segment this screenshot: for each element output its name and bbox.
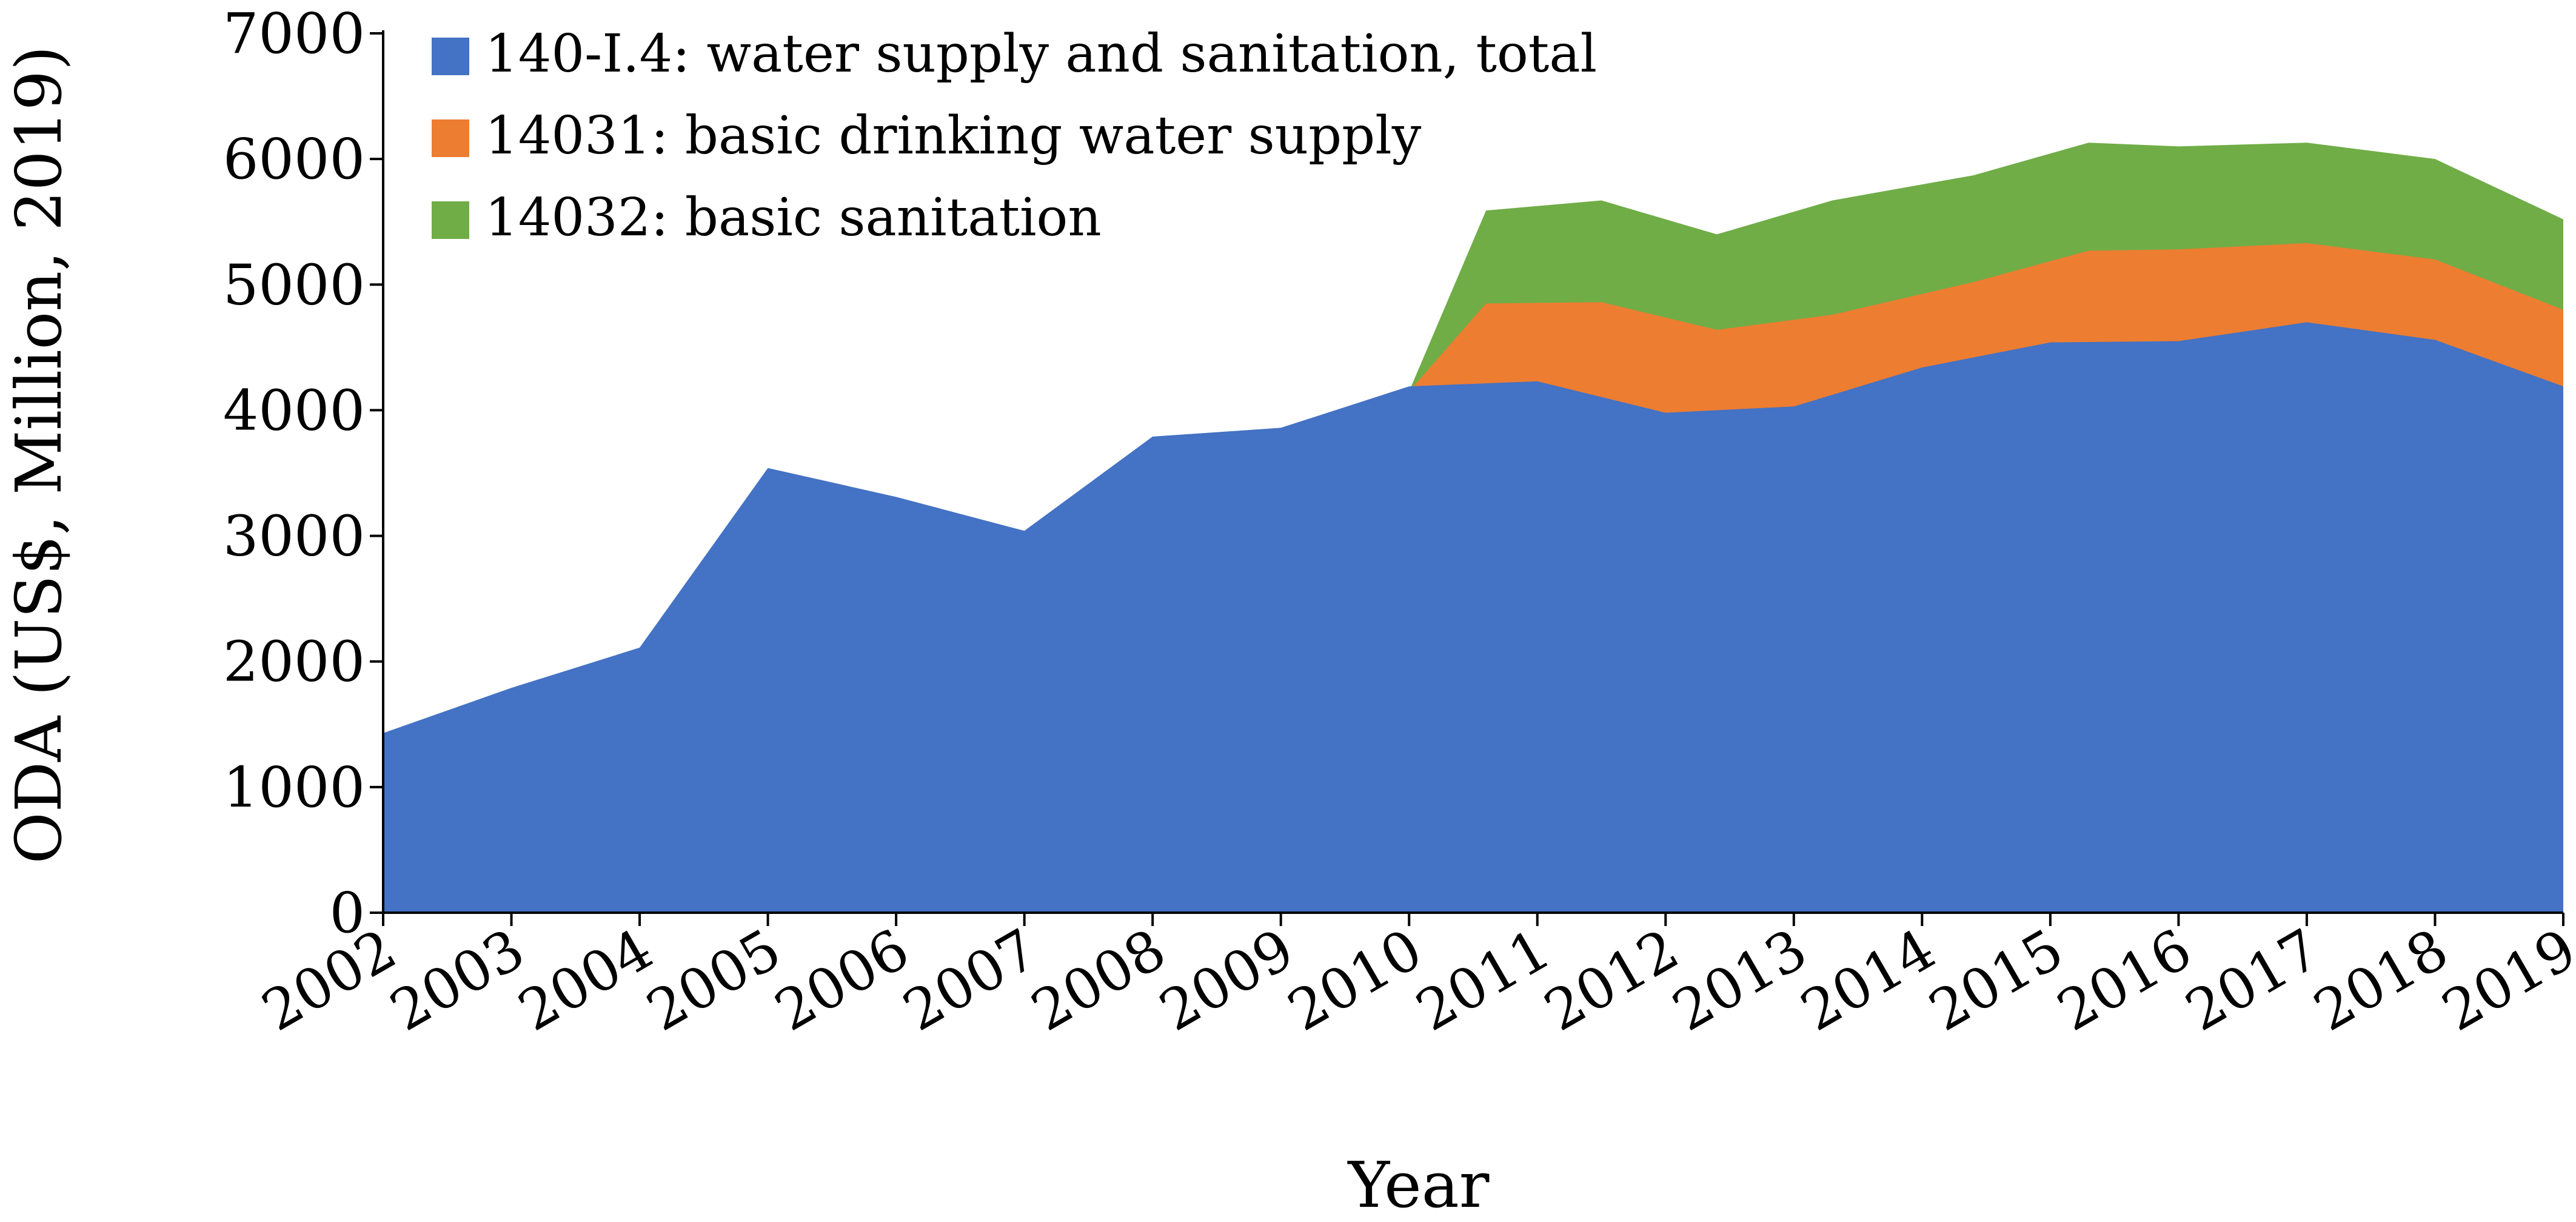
y-tick-label: 1000: [223, 755, 365, 820]
y-axis-ticks: 0 1000 2000 3000 4000 5000 6000 7000: [223, 1, 383, 945]
y-tick-label: 6000: [223, 127, 365, 192]
legend: 140-I.4: water supply and sanitation, to…: [432, 24, 1597, 248]
legend-swatch: [432, 201, 469, 239]
legend-swatch: [432, 119, 469, 157]
x-axis-title: Year: [1347, 1148, 1490, 1222]
area-series-140-i-4: [383, 322, 2563, 913]
legend-label: 14032: basic sanitation: [485, 187, 1102, 248]
plot-areas: [383, 143, 2563, 913]
y-tick-label: 7000: [223, 1, 365, 66]
legend-label: 140-I.4: water supply and sanitation, to…: [485, 24, 1597, 84]
y-tick-label: 4000: [223, 378, 365, 443]
y-tick-label: 0: [329, 881, 365, 945]
legend-swatch: [432, 38, 469, 75]
legend-label: 14031: basic drinking water supply: [485, 106, 1422, 166]
y-axis-title: ODA (US$, Million, 2019): [2, 45, 76, 864]
axes: [382, 30, 2563, 914]
y-tick-label: 2000: [223, 629, 365, 694]
y-tick-label: 3000: [223, 504, 365, 569]
y-tick-label: 5000: [223, 252, 365, 317]
